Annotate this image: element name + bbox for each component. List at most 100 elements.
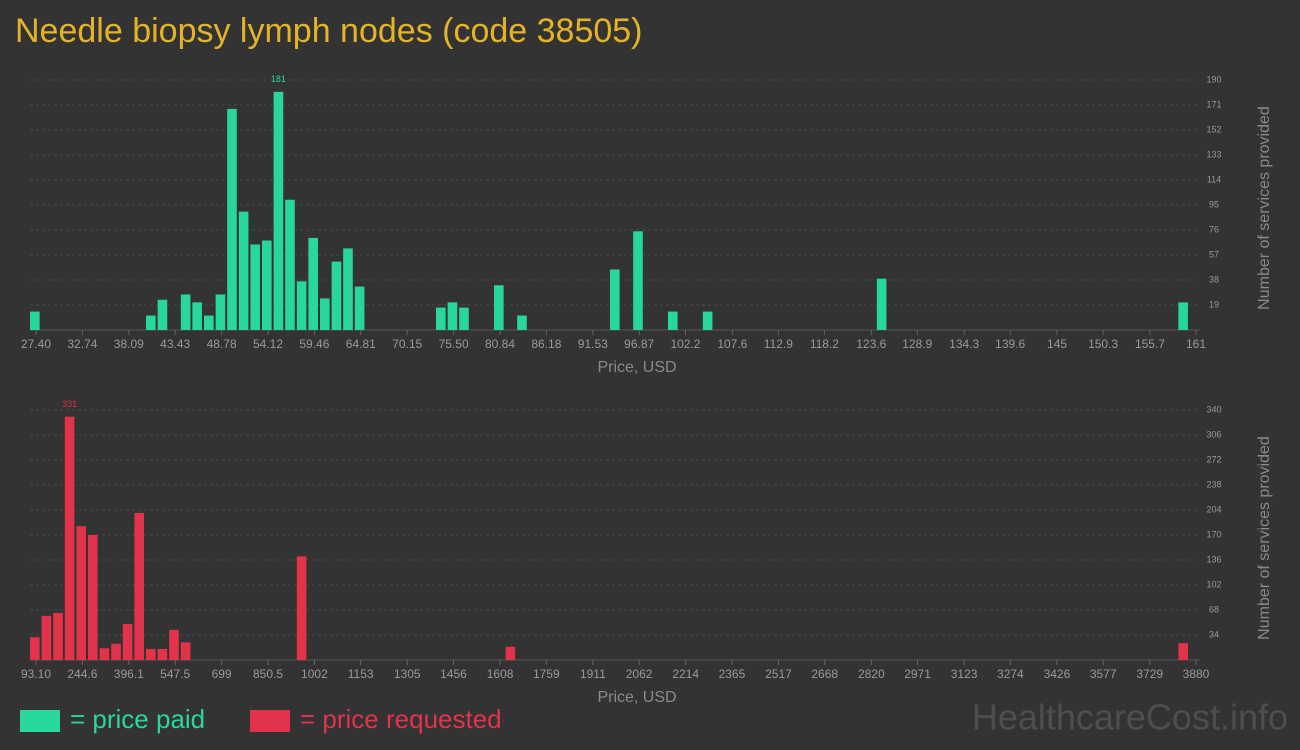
x-axis-title: Price, USD (597, 359, 676, 376)
x-tick-label: 75.50 (439, 337, 469, 351)
y-tick-label: 238 (1206, 479, 1221, 489)
y-axis-title: Number of services provided (1256, 106, 1273, 310)
bar (1178, 302, 1188, 330)
bar (285, 199, 295, 330)
bar (331, 261, 342, 330)
x-tick-label: 1305 (394, 667, 421, 681)
x-tick-label: 699 (212, 667, 232, 681)
bar (215, 294, 226, 330)
x-tick-label: 1759 (533, 667, 560, 681)
bar (146, 648, 156, 660)
x-tick-label: 145 (1047, 337, 1067, 351)
bar (76, 526, 87, 660)
bar (296, 281, 307, 330)
page-title: Needle biopsy lymph nodes (code 38505) (15, 12, 643, 50)
x-tick-label: 244.6 (67, 667, 97, 681)
watermark: HealthcareCost.info (972, 697, 1288, 738)
bar (517, 315, 527, 330)
bar (41, 615, 52, 660)
bar (320, 298, 330, 330)
x-tick-label: 547.5 (160, 667, 190, 681)
y-tick-label: 133 (1206, 149, 1221, 159)
x-tick-label: 54.12 (253, 337, 283, 351)
bar (505, 646, 516, 660)
bar (53, 612, 63, 660)
x-tick-label: 1153 (348, 667, 374, 681)
bar (30, 311, 40, 330)
y-tick-label: 204 (1206, 504, 1221, 514)
x-tick-label: 43.43 (160, 337, 190, 351)
x-tick-label: 86.18 (531, 337, 561, 351)
bar (204, 315, 214, 330)
bar (64, 416, 75, 660)
x-tick-label: 48.78 (207, 337, 237, 351)
bar (111, 643, 121, 660)
bar (99, 648, 110, 660)
x-tick-label: 150.3 (1088, 337, 1118, 351)
x-tick-label: 2062 (626, 667, 653, 681)
x-tick-label: 112.9 (764, 337, 793, 351)
bar (343, 248, 353, 330)
y-tick-label: 190 (1206, 74, 1221, 84)
bar (238, 211, 249, 330)
y-tick-label: 171 (1206, 99, 1221, 109)
x-tick-label: 91.53 (578, 337, 608, 351)
y-tick-label: 114 (1207, 174, 1221, 184)
bar (273, 91, 284, 330)
x-tick-label: 96.87 (624, 337, 654, 351)
x-tick-label: 3123 (951, 667, 978, 681)
x-tick-label: 1002 (301, 667, 328, 681)
x-tick-label: 27.40 (21, 337, 51, 351)
bar (633, 231, 643, 330)
x-tick-label: 396.1 (114, 667, 144, 681)
x-tick-label: 107.6 (717, 337, 747, 351)
bar (157, 299, 168, 330)
x-tick-label: 3274 (997, 667, 1024, 681)
x-tick-label: 1911 (580, 667, 606, 681)
y-tick-label: 68 (1209, 604, 1219, 614)
max-label: 331 (62, 399, 77, 409)
y-tick-label: 19 (1209, 299, 1219, 309)
bar (447, 302, 458, 330)
x-tick-label: 64.81 (346, 337, 376, 351)
x-tick-label: 2517 (765, 667, 792, 681)
x-tick-label: 3426 (1044, 667, 1071, 681)
bar (122, 623, 133, 660)
y-tick-label: 272 (1206, 454, 1221, 464)
bar (296, 556, 307, 660)
x-tick-label: 70.15 (392, 337, 422, 351)
x-tick-label: 161 (1186, 337, 1206, 351)
y-tick-label: 34 (1209, 629, 1219, 639)
bar (702, 311, 713, 330)
legend-swatch (250, 710, 290, 732)
bar (146, 315, 156, 330)
x-tick-label: 134.3 (949, 337, 979, 351)
x-tick-label: 2365 (719, 667, 746, 681)
bar (180, 294, 191, 330)
x-tick-label: 93.10 (21, 667, 51, 681)
bar (180, 642, 191, 660)
x-tick-label: 3577 (1090, 667, 1117, 681)
max-label: 181 (271, 74, 286, 84)
bar (250, 244, 260, 330)
x-tick-label: 139.6 (995, 337, 1025, 351)
bar (30, 637, 40, 660)
bar (494, 285, 504, 330)
y-tick-label: 306 (1206, 429, 1221, 439)
bar (436, 307, 446, 330)
bar (668, 311, 678, 330)
bar (1178, 643, 1189, 660)
x-tick-label: 3880 (1183, 667, 1210, 681)
y-tick-label: 136 (1206, 554, 1221, 564)
x-tick-label: 2820 (858, 667, 885, 681)
x-tick-label: 128.9 (902, 337, 932, 351)
y-tick-label: 170 (1206, 529, 1221, 539)
legend-swatch (20, 710, 60, 732)
y-tick-label: 102 (1206, 579, 1221, 589)
x-tick-label: 2214 (672, 667, 699, 681)
x-tick-label: 102.2 (670, 337, 700, 351)
x-tick-label: 80.84 (485, 337, 515, 351)
x-tick-label: 32.74 (67, 337, 97, 351)
